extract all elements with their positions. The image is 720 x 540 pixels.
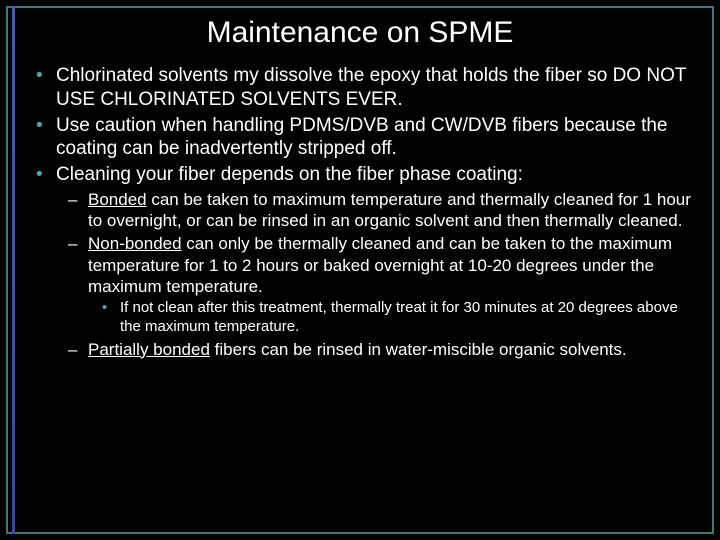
underlined-term: Non-bonded [88,234,182,253]
bullet-text: Chlorinated solvents my dissolve the epo… [56,65,686,110]
bullet-list-level2: Bonded can be taken to maximum temperatu… [56,189,696,360]
bullet-item: If not clean after this treatment, therm… [98,299,696,337]
slide-content: Chlorinated solvents my dissolve the epo… [32,64,696,362]
bullet-item: Chlorinated solvents my dissolve the epo… [32,64,696,112]
bullet-item: Partially bonded fibers can be rinsed in… [64,339,696,360]
bullet-list-level1: Chlorinated solvents my dissolve the epo… [32,64,696,360]
bullet-text: Cleaning your fiber depends on the fiber… [56,164,523,185]
bullet-item: Cleaning your fiber depends on the fiber… [32,163,696,360]
slide: Maintenance on SPME Chlorinated solvents… [0,0,720,540]
bullet-item: Non-bonded can only be thermally cleaned… [64,233,696,336]
underlined-term: Partially bonded [88,340,210,359]
underlined-term: Bonded [88,190,147,209]
slide-left-accent [12,6,15,534]
bullet-list-level3: If not clean after this treatment, therm… [88,299,696,337]
bullet-item: Use caution when handling PDMS/DVB and C… [32,114,696,162]
bullet-item: Bonded can be taken to maximum temperatu… [64,189,696,232]
bullet-text: fibers can be rinsed in water-miscible o… [210,340,627,359]
bullet-text: Use caution when handling PDMS/DVB and C… [56,115,667,160]
bullet-text: can be taken to maximum temperature and … [88,190,691,230]
slide-title: Maintenance on SPME [0,16,720,50]
bullet-text: If not clean after this treatment, therm… [120,299,678,335]
